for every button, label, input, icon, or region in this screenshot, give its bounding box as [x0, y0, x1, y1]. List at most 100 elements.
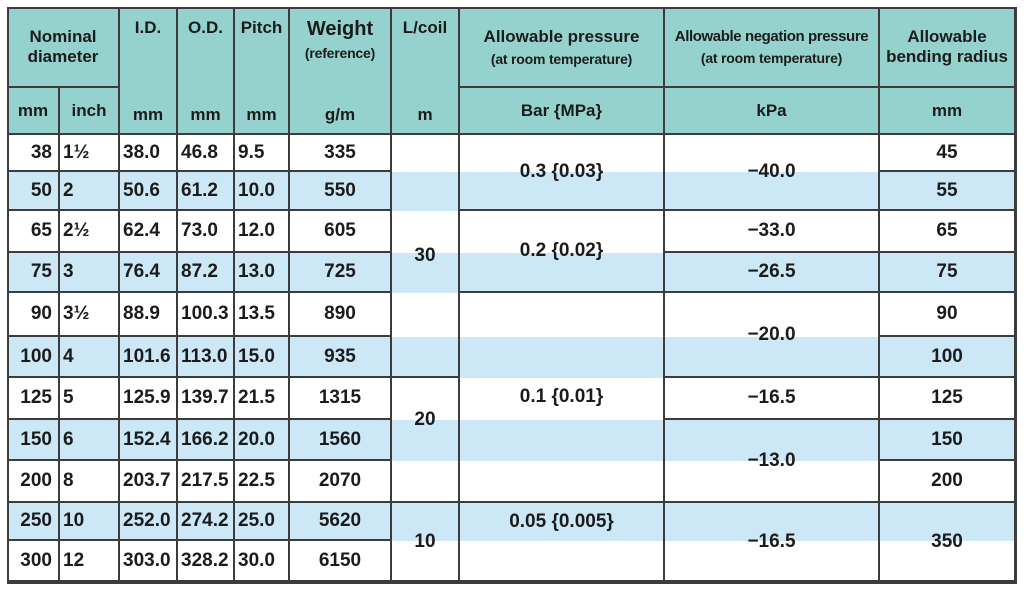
cell-text: 6: [63, 428, 74, 450]
merged-cell: −33.0: [665, 211, 880, 253]
table-cell: 38.0: [120, 135, 178, 172]
unit-label: mm: [190, 105, 221, 125]
cell-text: 5: [63, 387, 74, 409]
cell-text: 88.9: [123, 303, 160, 325]
merged-cell: 90: [880, 293, 1016, 337]
header-title: Weight: [306, 18, 374, 40]
cell-text: 76.4: [123, 261, 160, 283]
unit-label: inch: [71, 100, 107, 120]
table-cell: 303.0: [120, 541, 178, 582]
cell-text: 21.5: [238, 387, 275, 409]
table-cell: 890: [290, 293, 392, 337]
cell-text: 152.4: [123, 428, 171, 450]
header-group: Weight (reference): [305, 18, 375, 61]
cell-text: 100: [20, 345, 52, 367]
merged-cell: −16.5: [665, 503, 880, 582]
cell-text: 45: [936, 141, 958, 163]
cell-text: 100.3: [181, 303, 229, 325]
unit-cell: mm: [8, 88, 60, 135]
merged-cell: −16.5: [665, 378, 880, 420]
table-cell: 9.5: [235, 135, 290, 172]
cell-text: 50: [30, 179, 52, 201]
cell-text: 4: [63, 345, 74, 367]
merged-cell: 125: [880, 378, 1016, 420]
table-cell: 90: [8, 293, 60, 337]
header-title: Allowable negation pressure: [674, 28, 869, 46]
table-cell: 12: [60, 541, 120, 582]
table-cell: 1560: [290, 420, 392, 461]
table-cell: 274.2: [178, 503, 235, 541]
table-cell: 50: [8, 172, 60, 211]
merged-cell: 55: [880, 172, 1016, 211]
table-cell: 3½: [60, 293, 120, 337]
cell-text: 65: [936, 220, 958, 242]
cell-text: 20: [414, 408, 436, 430]
table-cell: 935: [290, 337, 392, 378]
header-cell: Allowable pressure (at room temperature): [460, 8, 665, 88]
cell-text: −40.0: [747, 161, 796, 183]
cell-text: 139.7: [181, 387, 229, 409]
table-cell: 550: [290, 172, 392, 211]
cell-text: 250: [20, 510, 52, 532]
table-cell: 252.0: [120, 503, 178, 541]
cell-text: 0.05 {0.005}: [509, 510, 614, 532]
cell-text: 300: [20, 549, 52, 571]
table-cell: 2½: [60, 211, 120, 253]
cell-text: 5620: [318, 510, 362, 532]
merged-cell: 75: [880, 253, 1016, 293]
unit-cell: Bar {MPa}: [460, 88, 665, 135]
header-subtitle: (reference): [304, 45, 376, 61]
merged-cell: 0.05 {0.005}: [460, 503, 665, 582]
cell-text: 935: [324, 345, 356, 367]
cell-text: 166.2: [181, 428, 229, 450]
table-cell: 166.2: [178, 420, 235, 461]
cell-text: 20.0: [238, 428, 275, 450]
cell-text: 113.0: [181, 345, 228, 367]
unit-cell: mm: [880, 88, 1016, 135]
table-cell: 6: [60, 420, 120, 461]
cell-text: 75: [30, 261, 52, 283]
cell-text: 8: [63, 470, 74, 492]
cell-text: 38.0: [123, 141, 160, 163]
table-cell: 1315: [290, 378, 392, 420]
header-title: I.D.: [134, 18, 162, 37]
merged-cell: −20.0: [665, 293, 880, 378]
unit-label: g/m: [324, 105, 356, 125]
table-cell: 2070: [290, 461, 392, 503]
unit-label: mm: [17, 100, 49, 120]
cell-text: 25.0: [238, 510, 275, 532]
cell-text: 605: [324, 220, 356, 242]
cell-text: 274.2: [181, 510, 229, 532]
merged-cell: −13.0: [665, 420, 880, 503]
table-cell: 725: [290, 253, 392, 293]
cell-text: 90: [30, 303, 52, 325]
cell-text: 101.6: [123, 345, 171, 367]
header-title: Pitch: [240, 18, 283, 37]
header-group: O.D.: [188, 18, 223, 38]
header-title: Allowable bending radius: [886, 27, 1008, 66]
unit-label: mm: [931, 100, 963, 120]
header-group: Pitch: [241, 18, 283, 38]
cell-text: 62.4: [123, 220, 160, 242]
table-cell: 100.3: [178, 293, 235, 337]
table-cell: 152.4: [120, 420, 178, 461]
table-cell: 61.2: [178, 172, 235, 211]
unit-label: Bar {MPa}: [520, 100, 603, 120]
merged-cell: 30: [392, 135, 460, 378]
cell-text: 10.0: [238, 179, 275, 201]
merged-cell: 350: [880, 503, 1016, 582]
cell-text: −16.5: [747, 387, 796, 409]
header-cell: Allowable negation pressure (at room temp…: [665, 8, 880, 88]
merged-cell: −26.5: [665, 253, 880, 293]
table-cell: 8: [60, 461, 120, 503]
table-cell: 12.0: [235, 211, 290, 253]
cell-text: −16.5: [747, 530, 796, 552]
header-group: L/coil: [403, 18, 447, 38]
cell-text: 0.2 {0.02}: [519, 240, 604, 262]
table-cell: 328.2: [178, 541, 235, 582]
merged-cell: 0.2 {0.02}: [460, 211, 665, 293]
merged-cell: 65: [880, 211, 1016, 253]
cell-text: 150: [931, 428, 963, 450]
cell-text: 350: [931, 530, 963, 552]
cell-text: 725: [324, 261, 356, 283]
